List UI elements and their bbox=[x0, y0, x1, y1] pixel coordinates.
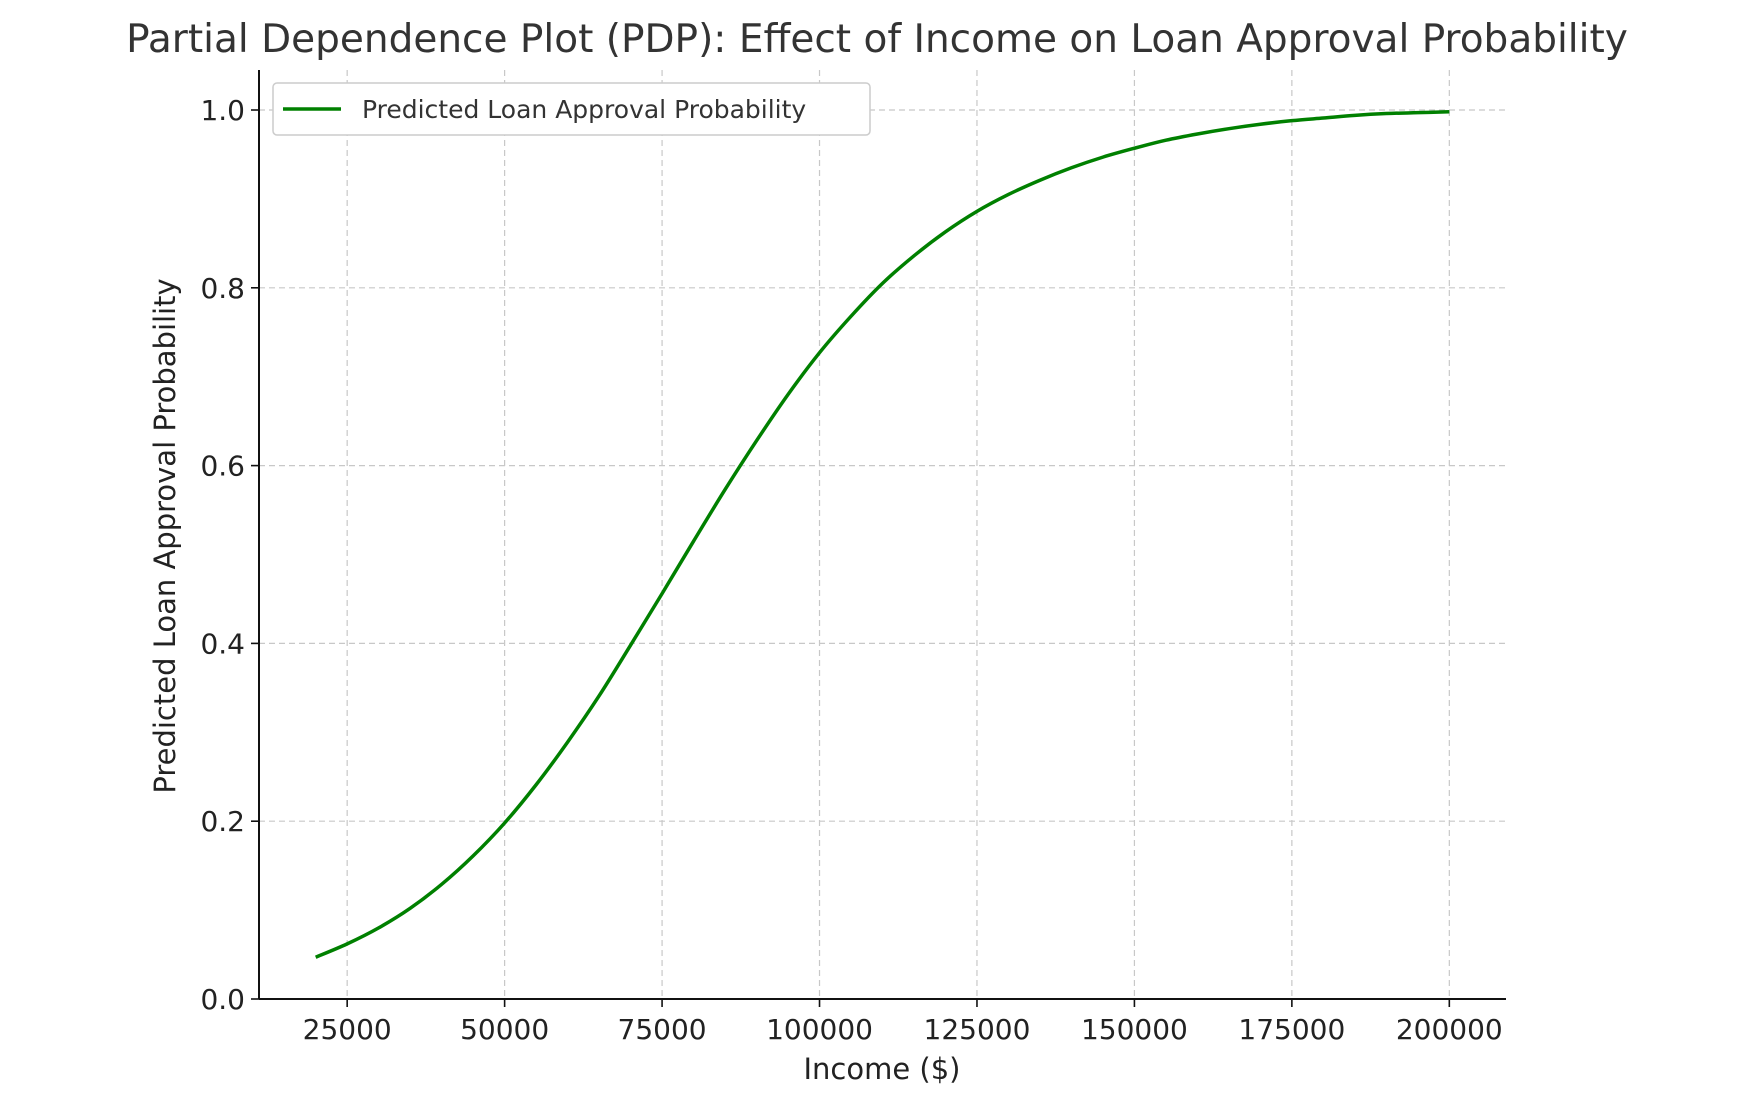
x-tick-label: 75000 bbox=[618, 1013, 707, 1046]
plot-area bbox=[314, 110, 1450, 959]
grid-lines bbox=[259, 70, 1506, 1000]
legend: Predicted Loan Approval Probability bbox=[272, 82, 871, 136]
x-tick-label: 100000 bbox=[766, 1013, 873, 1046]
x-tick-label: 200000 bbox=[1396, 1013, 1503, 1046]
x-tick-label: 150000 bbox=[1081, 1013, 1188, 1046]
y-tick-label: 0.0 bbox=[200, 983, 245, 1016]
x-tick-label: 50000 bbox=[460, 1013, 549, 1046]
x-axis-ticks: 25000 50000 75000 100000 125000 150000 175000 2… bbox=[303, 999, 1503, 1046]
legend-label: Predicted Loan Approval Probability bbox=[362, 95, 806, 124]
x-tick-label: 175000 bbox=[1238, 1013, 1345, 1046]
y-tick-label: 0.2 bbox=[200, 805, 245, 838]
y-tick-label: 1.0 bbox=[200, 94, 245, 127]
y-tick-label: 0.6 bbox=[200, 450, 245, 483]
x-tick-label: 125000 bbox=[924, 1013, 1031, 1046]
x-tick-label: 25000 bbox=[303, 1013, 392, 1046]
chart-title: Partial Dependence Plot (PDP): Effect of… bbox=[126, 17, 1628, 62]
y-axis-ticks: 0.0 0.2 0.4 0.6 0.8 1.0 bbox=[200, 94, 259, 1016]
y-axis-label: Predicted Loan Approval Probability bbox=[148, 278, 182, 793]
y-tick-label: 0.8 bbox=[200, 272, 245, 305]
y-tick-label: 0.4 bbox=[200, 627, 245, 660]
x-axis-label: Income ($) bbox=[803, 1052, 960, 1086]
series-line-0 bbox=[314, 110, 1450, 959]
legend-box bbox=[272, 82, 871, 136]
